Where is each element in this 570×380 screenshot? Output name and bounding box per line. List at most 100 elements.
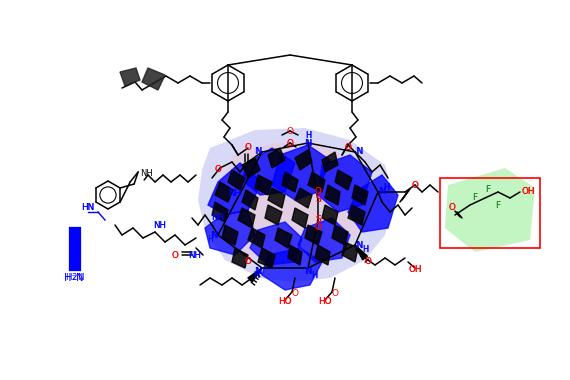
Polygon shape xyxy=(352,185,368,205)
Text: O: O xyxy=(287,138,294,147)
Text: H: H xyxy=(65,274,71,282)
Text: H: H xyxy=(362,244,368,253)
Polygon shape xyxy=(268,188,285,208)
Polygon shape xyxy=(298,218,350,262)
Text: S: S xyxy=(315,195,321,204)
Polygon shape xyxy=(282,172,298,192)
Text: H: H xyxy=(362,244,368,253)
Text: O: O xyxy=(315,223,321,233)
Text: H: H xyxy=(64,273,72,283)
Text: O: O xyxy=(332,288,339,298)
Polygon shape xyxy=(248,268,262,282)
Text: HN: HN xyxy=(82,203,95,212)
Polygon shape xyxy=(215,143,368,262)
Text: NH: NH xyxy=(229,188,242,198)
Text: N: N xyxy=(255,147,261,157)
Text: OH: OH xyxy=(408,266,422,274)
Text: H: H xyxy=(311,271,317,280)
Text: H: H xyxy=(383,182,389,192)
Text: O: O xyxy=(245,144,251,152)
Text: S: S xyxy=(315,215,321,225)
Polygon shape xyxy=(315,245,330,265)
Text: N: N xyxy=(304,138,311,147)
Text: H: H xyxy=(207,236,213,244)
Polygon shape xyxy=(308,172,325,192)
Text: N: N xyxy=(305,268,311,277)
Text: O: O xyxy=(315,187,321,196)
Text: O: O xyxy=(287,138,294,147)
Text: S: S xyxy=(315,195,321,204)
Polygon shape xyxy=(265,205,282,225)
Text: F: F xyxy=(486,185,491,195)
Text: N: N xyxy=(356,147,363,157)
Polygon shape xyxy=(295,188,312,208)
Text: H: H xyxy=(311,271,317,280)
Text: HO: HO xyxy=(278,298,292,307)
Text: H: H xyxy=(253,271,259,280)
Polygon shape xyxy=(222,225,238,245)
Text: H: H xyxy=(305,130,311,139)
Polygon shape xyxy=(355,245,368,260)
Text: N: N xyxy=(356,241,363,250)
Text: F: F xyxy=(495,201,500,209)
Text: O: O xyxy=(214,166,222,174)
Text: HO: HO xyxy=(278,298,292,307)
Polygon shape xyxy=(198,128,395,282)
Polygon shape xyxy=(208,163,262,215)
Text: O: O xyxy=(449,203,455,212)
Polygon shape xyxy=(262,248,322,290)
Text: N: N xyxy=(76,273,84,283)
Polygon shape xyxy=(215,182,233,202)
Text: O: O xyxy=(365,258,372,266)
Polygon shape xyxy=(272,145,330,200)
Text: NH: NH xyxy=(153,220,166,230)
Text: NH: NH xyxy=(189,250,202,260)
Text: OH: OH xyxy=(521,187,535,196)
Text: O: O xyxy=(364,258,372,266)
Text: NH: NH xyxy=(211,214,225,223)
Text: N: N xyxy=(305,138,311,147)
Polygon shape xyxy=(305,225,322,245)
Text: N: N xyxy=(378,187,385,196)
Text: 2: 2 xyxy=(71,274,77,282)
Text: O: O xyxy=(315,223,321,233)
Text: O: O xyxy=(412,180,418,190)
Text: O: O xyxy=(345,144,351,152)
Polygon shape xyxy=(250,222,302,265)
Text: OH: OH xyxy=(522,187,535,196)
Text: NH: NH xyxy=(211,214,225,223)
Text: H: H xyxy=(305,130,311,139)
Polygon shape xyxy=(228,170,245,190)
Text: O: O xyxy=(344,144,352,152)
Text: N: N xyxy=(254,268,262,277)
Polygon shape xyxy=(295,150,312,170)
Polygon shape xyxy=(348,205,365,225)
Polygon shape xyxy=(238,208,255,228)
Text: 2: 2 xyxy=(72,275,76,281)
Text: S: S xyxy=(315,215,321,225)
Polygon shape xyxy=(255,175,272,195)
Text: H: H xyxy=(253,271,259,280)
Polygon shape xyxy=(288,245,302,265)
Text: N: N xyxy=(356,241,363,250)
Polygon shape xyxy=(332,225,348,245)
Text: O: O xyxy=(245,258,251,266)
Text: N: N xyxy=(378,187,385,196)
Polygon shape xyxy=(242,148,295,195)
Text: NH: NH xyxy=(189,250,202,260)
Polygon shape xyxy=(445,168,535,252)
Text: O: O xyxy=(291,288,299,298)
Polygon shape xyxy=(232,248,248,268)
Polygon shape xyxy=(142,68,165,90)
Text: O: O xyxy=(172,250,178,260)
Text: O: O xyxy=(245,144,251,152)
Text: N: N xyxy=(211,231,217,239)
Text: HO: HO xyxy=(319,298,332,307)
Text: N: N xyxy=(210,231,218,239)
Text: NH: NH xyxy=(140,169,153,179)
Text: N: N xyxy=(255,268,261,277)
Text: F: F xyxy=(473,193,478,203)
Polygon shape xyxy=(205,210,255,255)
Polygon shape xyxy=(335,170,352,190)
Polygon shape xyxy=(322,205,338,225)
